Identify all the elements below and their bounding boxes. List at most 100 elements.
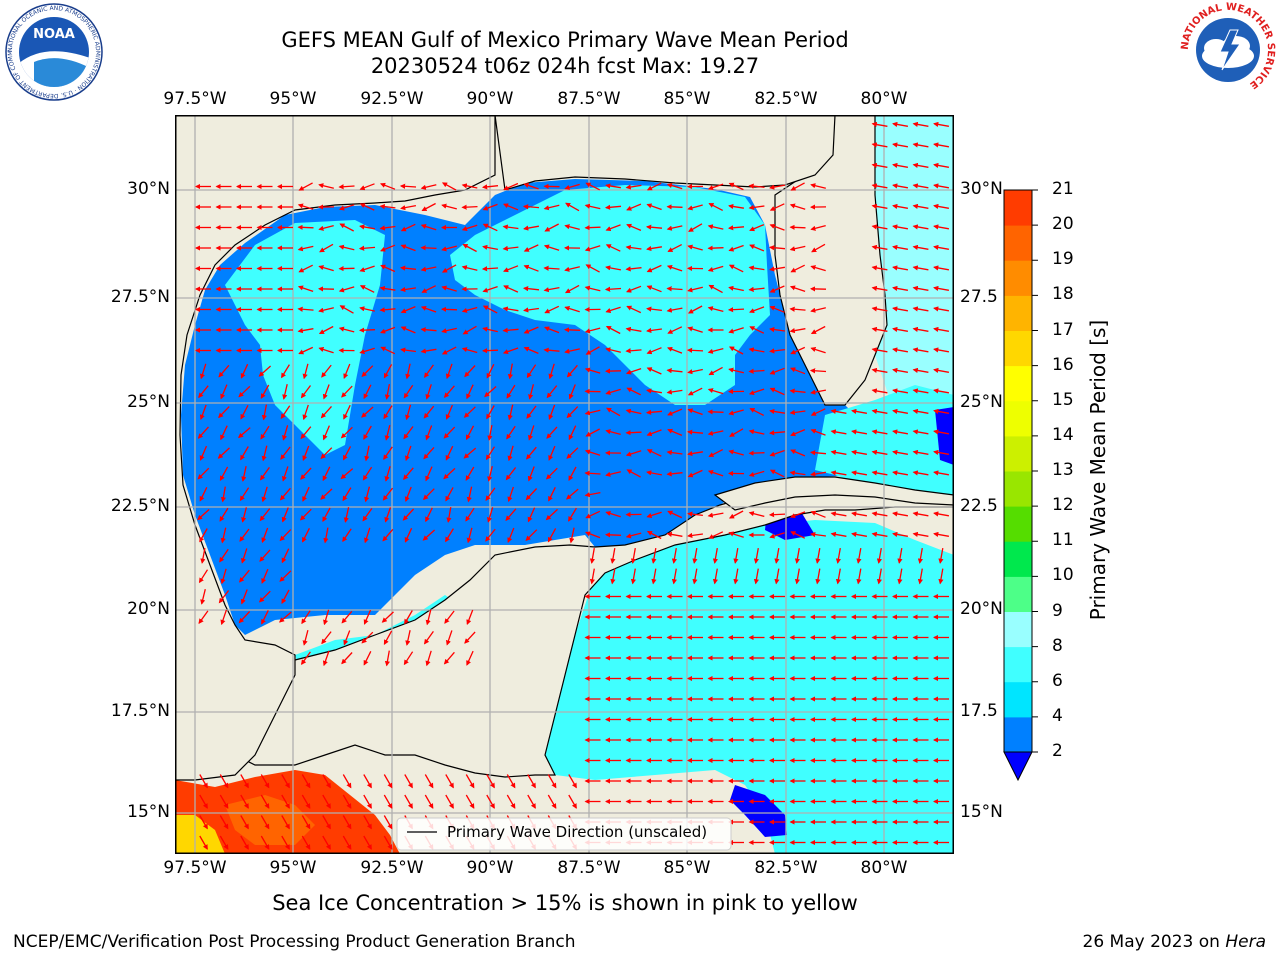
wave-arrow (912, 244, 929, 250)
wave-arrow (302, 528, 310, 543)
lat-tick-right: 27.5 (960, 287, 998, 307)
wave-arrow (646, 449, 662, 457)
wave-arrow (261, 568, 269, 584)
wave-arrow (363, 774, 372, 789)
lon-tick-top: 90°W (466, 89, 514, 109)
wave-arrow (445, 404, 453, 420)
wave-arrow (584, 245, 601, 252)
wave-arrow (462, 325, 477, 335)
wave-arrow (423, 364, 434, 378)
wave-arrow (363, 425, 372, 440)
wave-arrow (687, 326, 703, 333)
lat-tick-left: 27.5°N (110, 287, 170, 307)
colorbar-tick-label: 9 (1052, 600, 1063, 621)
wave-arrow (527, 774, 536, 789)
wave-arrow (545, 467, 558, 480)
wave-arrow (425, 466, 433, 482)
wave-arrow (199, 528, 208, 543)
wave-arrow (281, 835, 290, 850)
wave-arrow (604, 532, 622, 538)
wave-arrow (445, 487, 454, 502)
wave-arrow (301, 794, 311, 809)
wave-arrow (423, 631, 434, 645)
wave-arrow (769, 348, 785, 354)
wave-arrow (342, 446, 352, 461)
wave-arrow (359, 347, 375, 354)
wave-arrow (506, 774, 516, 789)
colorbar-under-extension (1003, 751, 1033, 782)
wave-arrow (522, 286, 540, 292)
wave-arrow (282, 384, 288, 400)
colorbar-segment (1004, 541, 1032, 577)
wave-arrow (769, 449, 785, 457)
wave-arrow (526, 446, 537, 460)
wave-arrow (692, 547, 698, 564)
wave-arrow (871, 326, 888, 332)
wave-arrow (445, 363, 453, 380)
wave-arrow (238, 427, 251, 439)
wave-arrow (198, 610, 209, 624)
wave-arrow (466, 527, 473, 544)
wave-arrow (484, 386, 497, 398)
wave-arrow (507, 445, 514, 462)
wave-arrow (400, 204, 417, 211)
wave-arrow (728, 203, 745, 210)
wave-arrow (768, 512, 786, 518)
wave-arrow (220, 425, 228, 441)
wave-arrow (727, 225, 745, 231)
wave-arrow (318, 347, 334, 354)
wave-arrow (563, 327, 581, 333)
wave-arrow (219, 815, 229, 830)
wave-arrow (912, 203, 929, 209)
wave-arrow (358, 327, 376, 333)
wave-arrow (584, 449, 601, 456)
wave-arrow (789, 203, 806, 210)
wave-arrow (565, 202, 580, 212)
wave-arrow (420, 223, 437, 231)
wave-arrow (461, 265, 478, 271)
wave-arrow (666, 286, 683, 292)
mexico-west-coast (175, 115, 496, 781)
wave-arrow (260, 835, 270, 850)
wave-arrow (219, 466, 229, 482)
lat-tick-left: 22.5°N (110, 496, 170, 516)
wave-arrow (566, 447, 579, 459)
wave-arrow (708, 366, 723, 376)
wave-arrow (871, 162, 888, 168)
wave-arrow (505, 467, 517, 481)
wave-arrow (441, 182, 457, 191)
wave-arrow (584, 327, 601, 334)
wave-arrow (279, 529, 292, 542)
lon-tick-top: 87.5°W (557, 89, 621, 109)
wave-arrow (774, 547, 780, 564)
wave-arrow (790, 264, 805, 273)
wave-arrow (625, 266, 642, 272)
wave-arrow (564, 224, 580, 231)
wave-arrow (794, 568, 800, 585)
wave-arrow (258, 590, 271, 603)
wave-arrow (830, 429, 847, 435)
colorbar-segment (1004, 330, 1032, 367)
wave-arrow (379, 307, 396, 313)
wave-arrow (666, 531, 683, 537)
wave-arrow (363, 651, 372, 666)
wave-arrow (199, 774, 208, 789)
wave-arrow (667, 428, 683, 436)
wave-arrow (568, 466, 577, 482)
wave-arrow (441, 327, 457, 334)
wave-arrow (666, 183, 683, 190)
wave-arrow (259, 549, 271, 562)
wave-arrow (543, 265, 560, 271)
wave-arrow (871, 265, 888, 271)
wave-arrow (361, 631, 374, 644)
wave-arrow (789, 245, 806, 252)
wave-arrow (933, 306, 950, 312)
wave-arrow (481, 266, 499, 272)
wave-arrow (892, 408, 909, 414)
wave-arrow (646, 285, 662, 293)
colorbar-segment (1004, 365, 1032, 402)
wave-arrow (749, 408, 764, 416)
wave-arrow (605, 306, 621, 313)
wave-arrow (259, 467, 270, 481)
colorbar-tick-label: 11 (1052, 530, 1074, 551)
